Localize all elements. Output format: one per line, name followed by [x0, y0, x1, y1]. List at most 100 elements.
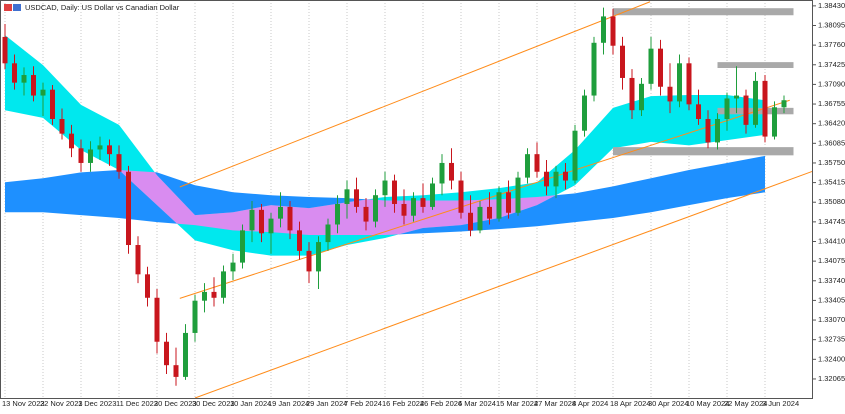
x-tick-label: 22 May 2024: [724, 399, 767, 408]
plot-layer: [2, 0, 812, 398]
candle-body: [88, 149, 93, 163]
candle-body: [753, 80, 758, 125]
candle-body: [449, 162, 454, 181]
candle-body: [601, 16, 606, 43]
x-tick-label: 8 Apr 2024: [572, 399, 608, 408]
candle-body: [658, 48, 663, 87]
candle-body: [344, 189, 350, 204]
candle-body: [240, 230, 245, 263]
candle-body: [534, 154, 540, 172]
candle-body: [59, 118, 65, 134]
candle-body: [477, 206, 483, 231]
candle-body: [705, 118, 711, 143]
x-tick-label: 13 Nov 2023: [2, 399, 45, 408]
candle-body: [411, 198, 416, 216]
candle-body: [107, 145, 112, 155]
candle-body: [496, 192, 502, 219]
candle-body: [126, 171, 131, 246]
candle-body: [221, 271, 226, 298]
candle-body: [297, 230, 302, 251]
candle-body: [50, 89, 55, 119]
x-tick-label: 30 Apr 2024: [648, 399, 688, 408]
candle-body: [553, 171, 559, 187]
candle-body: [259, 209, 264, 234]
symbol-icon: [13, 4, 21, 11]
candle-body: [135, 245, 141, 275]
y-tick-label: 1.35080: [818, 197, 845, 206]
trend-line: [179, 99, 790, 299]
candle-body: [506, 192, 511, 213]
candle-body: [563, 171, 568, 181]
x-tick-label: 18 Apr 2024: [610, 399, 650, 408]
candle-body: [458, 180, 464, 213]
candle-body: [743, 95, 749, 125]
y-tick-label: 1.34075: [818, 256, 845, 265]
candle-body: [354, 189, 359, 207]
candle-body: [439, 162, 445, 184]
candle-body: [401, 203, 407, 216]
y-tick-label: 1.35415: [818, 178, 845, 187]
symbol-icon: [4, 4, 12, 11]
candle-body: [145, 274, 150, 298]
x-tick-label: 27 Mar 2024: [534, 399, 576, 408]
candle-body: [610, 16, 616, 46]
x-tick-label: 3 Jun 2024: [762, 399, 799, 408]
y-tick-label: 1.34410: [818, 236, 845, 245]
candle-body: [620, 45, 625, 78]
y-tick-label: 1.35750: [818, 158, 845, 167]
x-tick-label: 7 Feb 2024: [344, 399, 382, 408]
candle-body: [335, 203, 340, 225]
candle-body: [12, 63, 17, 83]
zone: [717, 62, 794, 68]
candle-body: [734, 95, 739, 99]
y-tick-label: 1.33070: [818, 315, 845, 324]
zone: [613, 8, 794, 16]
chart-title: USDCAD, Daily: US Dollar vs Canadian Dol…: [25, 3, 180, 12]
y-tick-label: 1.36085: [818, 138, 845, 147]
candle-body: [648, 48, 654, 84]
y-tick-label: 1.37425: [818, 60, 845, 69]
candle-body: [2, 36, 8, 64]
candle-body: [40, 89, 46, 96]
x-tick-label: 1 Dec 2023: [78, 399, 116, 408]
candle-body: [525, 154, 530, 178]
y-tick-label: 1.32400: [818, 354, 845, 363]
candle-body: [192, 300, 198, 333]
candle-body: [306, 250, 312, 272]
y-tick-label: 1.36755: [818, 99, 845, 108]
candle-body: [21, 75, 27, 83]
band-overlap: [5, 155, 765, 236]
plot-frame: [0, 0, 813, 399]
x-tick-label: 29 Jan 2024: [306, 399, 347, 408]
candle-body: [316, 242, 321, 272]
candle-body: [544, 171, 549, 187]
x-tick-label: 11 Dec 2023: [116, 399, 158, 408]
candle-body: [392, 180, 397, 204]
candle-body: [230, 262, 236, 272]
candle-body: [164, 341, 169, 366]
x-tick-label: 26 Feb 2024: [420, 399, 462, 408]
candle-body: [278, 206, 283, 219]
candle-body: [173, 365, 179, 377]
candle-body: [591, 42, 597, 96]
candle-body: [420, 198, 426, 207]
candle-body: [677, 63, 682, 102]
x-tick-label: 10 Jan 2024: [230, 399, 271, 408]
y-tick-label: 1.38095: [818, 20, 845, 29]
y-tick-label: 1.37760: [818, 40, 845, 49]
y-tick-label: 1.33740: [818, 276, 845, 285]
candle-body: [781, 100, 787, 108]
y-tick-label: 1.37090: [818, 79, 845, 88]
candle-body: [772, 107, 777, 137]
x-tick-label: 20 Dec 2023: [154, 399, 197, 408]
candle-body: [183, 332, 188, 377]
candle-body: [97, 145, 103, 150]
candle-body: [629, 77, 635, 111]
candle-body: [211, 291, 217, 298]
y-tick-label: 1.36420: [818, 119, 845, 128]
candle-body: [154, 297, 160, 342]
candle-body: [582, 95, 587, 131]
candle-body: [430, 183, 435, 207]
x-tick-label: 16 Feb 2024: [382, 399, 424, 408]
